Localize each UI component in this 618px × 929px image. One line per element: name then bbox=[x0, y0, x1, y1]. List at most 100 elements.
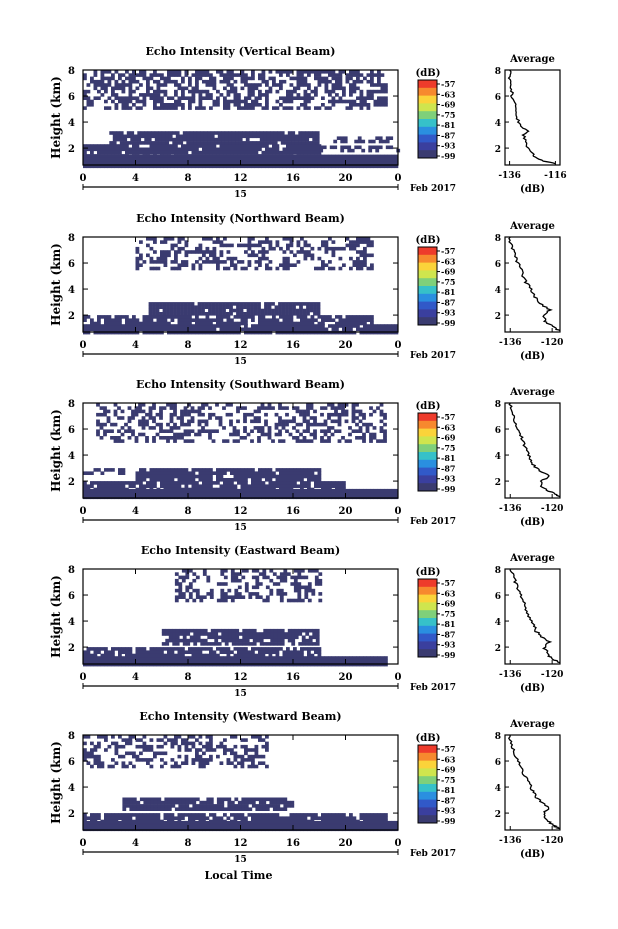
echo-cell bbox=[191, 89, 196, 94]
echo-cell bbox=[100, 164, 105, 169]
echo-cell bbox=[251, 327, 255, 332]
echo-cell bbox=[384, 659, 388, 664]
echo-cell bbox=[153, 471, 157, 475]
echo-cell bbox=[202, 816, 206, 820]
echo-cell bbox=[196, 134, 201, 139]
echo-cell bbox=[303, 471, 308, 475]
echo-cell bbox=[223, 73, 227, 77]
echo-cell bbox=[282, 656, 287, 660]
echo-cell bbox=[107, 318, 112, 322]
echo-cell bbox=[97, 164, 101, 169]
echo-cell bbox=[196, 638, 201, 643]
echo-cell bbox=[317, 327, 322, 332]
echo-cell bbox=[286, 70, 290, 74]
echo-cell bbox=[230, 569, 235, 573]
colorbar-swatch bbox=[418, 262, 437, 271]
echo-cell bbox=[307, 321, 311, 326]
echo-cell bbox=[193, 628, 198, 633]
echo-cell bbox=[152, 308, 156, 313]
echo-cell bbox=[236, 419, 240, 424]
echo-cell bbox=[275, 161, 280, 165]
echo-cell bbox=[338, 70, 343, 74]
echo-cell bbox=[362, 436, 366, 440]
echo-cell bbox=[216, 471, 220, 475]
echo-cell bbox=[198, 478, 203, 482]
echo-cell bbox=[203, 642, 208, 646]
echo-cell bbox=[379, 412, 384, 417]
echo-cell bbox=[139, 492, 143, 496]
echo-cells bbox=[83, 569, 388, 667]
echo-cell bbox=[323, 439, 328, 443]
echo-cell bbox=[198, 89, 203, 94]
echo-cell bbox=[267, 302, 272, 306]
echo-cell bbox=[300, 157, 304, 162]
echo-cell bbox=[149, 164, 154, 169]
echo-cell bbox=[117, 429, 121, 433]
echo-cell bbox=[226, 150, 231, 155]
echo-cell bbox=[265, 595, 270, 599]
echo-cell bbox=[349, 824, 353, 828]
echo-cell bbox=[261, 471, 266, 475]
echo-cell bbox=[174, 256, 178, 261]
colorbar-frame bbox=[417, 412, 438, 492]
echo-cell bbox=[148, 305, 153, 309]
echo-cell bbox=[251, 161, 255, 165]
echo-cell bbox=[104, 324, 108, 328]
echo-cell bbox=[307, 582, 312, 586]
echo-cell bbox=[198, 471, 203, 475]
avg-y-tick-label: 6 bbox=[495, 426, 501, 436]
echo-cell bbox=[118, 487, 122, 492]
echo-cell bbox=[119, 141, 124, 145]
echo-cell bbox=[163, 147, 168, 152]
echo-cell bbox=[308, 638, 313, 643]
echo-cell bbox=[377, 492, 381, 496]
echo-cell bbox=[289, 250, 294, 254]
echo-cell bbox=[118, 164, 122, 169]
echo-cell bbox=[188, 816, 192, 820]
echo-cell bbox=[245, 137, 250, 142]
echo-cell bbox=[324, 481, 329, 485]
echo-cell bbox=[114, 93, 119, 97]
echo-cell bbox=[234, 595, 239, 599]
echo-cell bbox=[342, 659, 346, 664]
echo-cell bbox=[125, 106, 129, 110]
echo-cell bbox=[370, 266, 374, 271]
echo-cell bbox=[391, 827, 395, 832]
echo-cell bbox=[163, 250, 168, 254]
echo-cell bbox=[205, 487, 210, 492]
echo-cell bbox=[307, 96, 311, 100]
echo-cell bbox=[111, 327, 115, 332]
colorbar-tick-label: -63 bbox=[441, 588, 456, 598]
echo-cell bbox=[387, 495, 392, 500]
echo-cell bbox=[170, 315, 175, 319]
echo-cell bbox=[174, 161, 178, 165]
echo-cell bbox=[156, 653, 161, 658]
echo-cell bbox=[156, 150, 161, 155]
echo-cell bbox=[314, 150, 318, 155]
echo-cell bbox=[342, 321, 346, 326]
echo-cell bbox=[300, 324, 304, 328]
echo-cell bbox=[163, 263, 168, 267]
echo-cell bbox=[160, 150, 164, 155]
echo-cell bbox=[149, 495, 154, 500]
echo-cell bbox=[349, 106, 353, 110]
echo-cell bbox=[244, 324, 248, 328]
echo-cell bbox=[219, 157, 224, 162]
echo-cell bbox=[111, 650, 115, 654]
echo-cell bbox=[289, 321, 294, 326]
echo-cell bbox=[146, 324, 150, 328]
echo-cell bbox=[245, 642, 250, 646]
echo-cell bbox=[261, 481, 266, 485]
echo-cell bbox=[268, 468, 273, 472]
echo-cell bbox=[356, 327, 360, 332]
echo-cell bbox=[198, 106, 203, 110]
echo-cell bbox=[86, 827, 91, 832]
echo-cell bbox=[258, 474, 262, 479]
echo-cell bbox=[170, 243, 175, 248]
echo-cell bbox=[223, 147, 227, 152]
echo-cell bbox=[254, 659, 259, 664]
echo-cell bbox=[338, 492, 343, 496]
echo-cell bbox=[218, 422, 223, 427]
echo-cell bbox=[334, 412, 338, 417]
echo-cell bbox=[268, 147, 273, 152]
